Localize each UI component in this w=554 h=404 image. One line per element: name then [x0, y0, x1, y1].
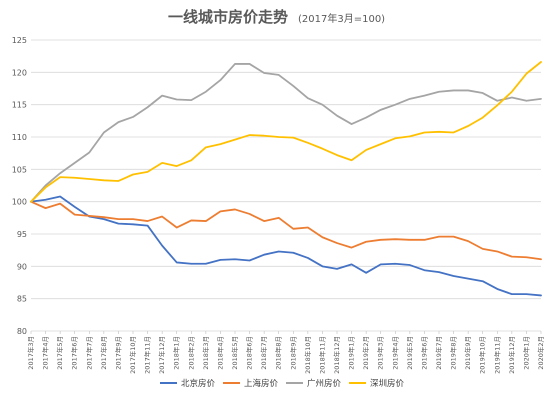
x-tick-label: 2019年5月: [405, 336, 414, 370]
y-tick-label: 80: [17, 327, 27, 336]
x-tick-label: 2019年4月: [390, 336, 399, 370]
x-tick-label: 2020年2月: [536, 336, 545, 370]
x-tick-label: 2018年12月: [332, 336, 341, 374]
chart-subtitle: (2017年3月=100): [298, 12, 385, 25]
series-line-2: [30, 200, 542, 261]
x-tick-label: 2017年10月: [128, 336, 137, 374]
x-tick-label: 2018年4月: [215, 336, 224, 370]
y-tick-label: 95: [17, 230, 27, 239]
x-tick-label: 2018年5月: [230, 336, 239, 370]
x-tick-label: 2017年3月: [26, 336, 35, 370]
x-tick-label: 2019年11月: [492, 336, 501, 374]
y-tick-label: 120: [12, 68, 27, 77]
x-tick-label: 2018年3月: [201, 336, 210, 370]
x-tick-label: 2019年7月: [434, 336, 443, 370]
x-tick-label: 2018年1月: [172, 336, 181, 370]
x-tick-label: 2017年6月: [70, 336, 79, 370]
series-line-4: [30, 61, 542, 203]
x-tick-label: 2019年3月: [376, 336, 385, 370]
y-tick-label: 110: [12, 133, 27, 142]
x-tick-label: 2018年10月: [303, 336, 312, 374]
x-tick-label: 2018年2月: [186, 336, 195, 370]
x-tick-label: 2019年12月: [507, 336, 516, 374]
series-lines: [30, 61, 542, 297]
y-axis-ticks: 80 85 90 95 100 105 110 115 120 125: [12, 36, 27, 336]
grid-lines: [31, 39, 541, 332]
x-tick-label: 2019年10月: [478, 336, 487, 374]
x-tick-label: 2018年11月: [317, 336, 326, 374]
x-tick-label: 2017年11月: [143, 336, 152, 374]
x-axis-ticks: 2017年3月 2017年4月 2017年5月 2017年6月 2017年7月 2017年…: [26, 331, 545, 374]
x-tick-label: 2017年5月: [55, 336, 64, 370]
x-tick-label: 2018年8月: [274, 336, 283, 370]
y-tick-label: 125: [12, 36, 27, 45]
legend: 北京房价 上海房价 广州房价 深圳房价: [160, 378, 405, 389]
x-tick-label: 2019年6月: [419, 336, 428, 370]
legend-label: 北京房价: [181, 378, 216, 389]
series-line-1: [30, 195, 542, 297]
y-tick-label: 105: [12, 165, 27, 174]
x-tick-label: 2017年9月: [113, 336, 122, 370]
y-tick-label: 90: [17, 262, 27, 271]
chart-title: 一线城市房价走势: [168, 8, 288, 26]
legend-label: 上海房价: [244, 378, 279, 389]
legend-label: 深圳房价: [370, 378, 405, 389]
x-tick-label: 2018年6月: [245, 336, 254, 370]
x-tick-label: 2017年7月: [84, 336, 93, 370]
x-tick-label: 2018年7月: [259, 336, 268, 370]
x-tick-label: 2019年1月: [347, 336, 356, 370]
x-tick-label: 2020年1月: [521, 336, 530, 370]
x-tick-label: 2019年2月: [361, 336, 370, 370]
x-tick-label: 2019年8月: [449, 336, 458, 370]
x-tick-label: 2018年9月: [288, 336, 297, 370]
x-tick-label: 2019年9月: [463, 336, 472, 370]
legend-label: 广州房价: [307, 378, 342, 389]
x-tick-label: 2017年12月: [157, 336, 166, 374]
y-tick-label: 100: [12, 198, 27, 207]
series-line-3: [30, 63, 542, 203]
x-tick-label: 2017年4月: [41, 336, 50, 370]
y-tick-label: 115: [12, 101, 27, 110]
y-tick-label: 85: [17, 295, 27, 304]
x-tick-label: 2017年8月: [99, 336, 108, 370]
